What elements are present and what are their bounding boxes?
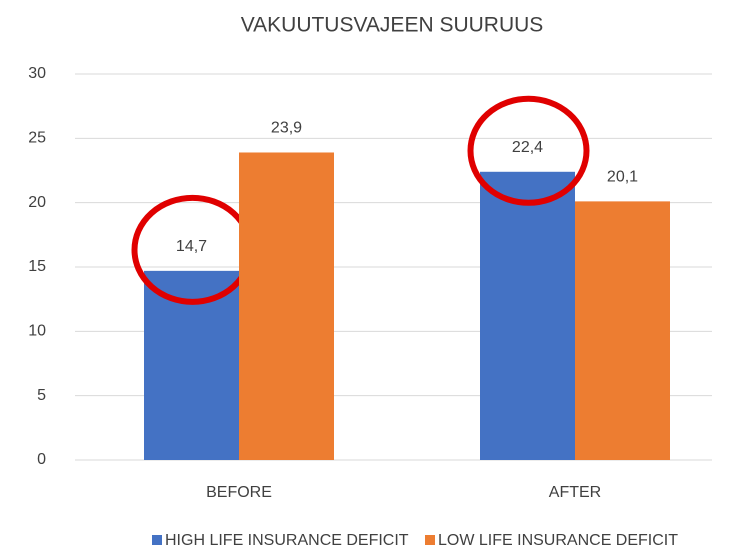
y-tick-label: 0 <box>37 451 46 468</box>
x-tick-label: AFTER <box>549 484 601 501</box>
highlight-circle <box>467 95 590 206</box>
chart-title: VAKUUTUSVAJEEN SUURUUS <box>241 14 544 37</box>
legend-label: LOW LIFE INSURANCE DEFICIT <box>438 532 678 549</box>
y-tick-label: 20 <box>28 194 46 211</box>
data-label: 23,9 <box>271 120 302 137</box>
legend-label: HIGH LIFE INSURANCE DEFICIT <box>165 532 409 549</box>
bar <box>239 152 334 460</box>
data-label: 22,4 <box>512 139 543 156</box>
y-tick-label: 25 <box>28 130 46 147</box>
x-tick-label: BEFORE <box>206 484 272 501</box>
y-tick-label: 30 <box>28 65 46 82</box>
y-tick-label: 15 <box>28 258 46 275</box>
y-tick-label: 10 <box>28 323 46 340</box>
legend-swatch <box>152 535 162 545</box>
y-tick-label: 5 <box>37 387 46 404</box>
bar <box>480 171 575 460</box>
legend-swatch <box>425 535 435 545</box>
data-label: 14,7 <box>176 238 207 255</box>
data-label: 20,1 <box>607 169 638 186</box>
bar <box>575 201 670 460</box>
